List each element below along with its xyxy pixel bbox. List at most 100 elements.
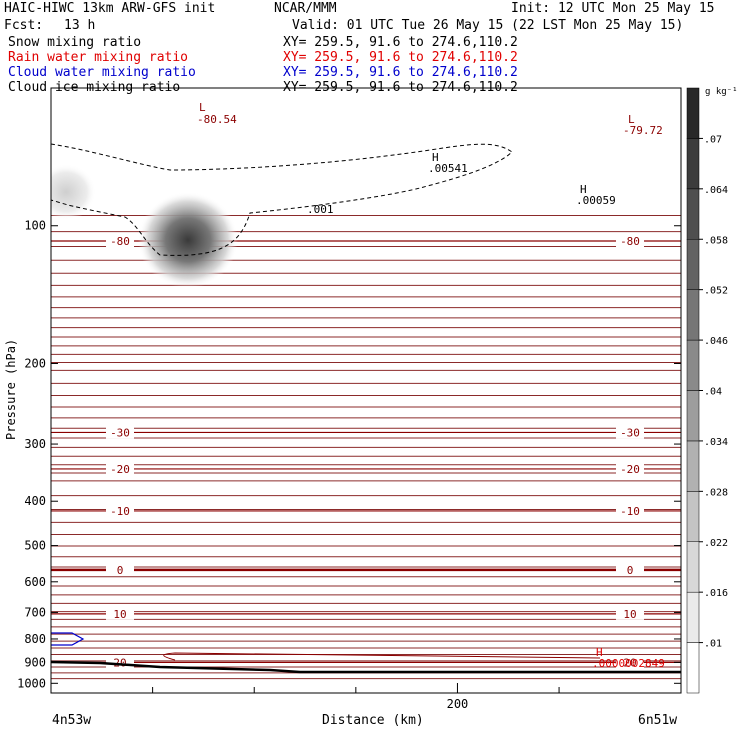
low-value-2: -79.72 (623, 124, 663, 137)
cloud-contour-label: .001 (307, 203, 334, 216)
org-label: NCAR/MMM (274, 1, 337, 16)
y-tick-label: 700 (24, 605, 46, 619)
isotherm-label: -20 (620, 463, 640, 476)
colorbar-segment (686, 591, 700, 643)
y-tick-label: 200 (24, 356, 46, 370)
cloud-contour-001 (50, 143, 513, 256)
field-label-cloud-water: Cloud water mixing ratio (8, 65, 196, 80)
colorbar-tick-label: .022 (704, 538, 728, 549)
colorbar-segment (686, 491, 700, 543)
isotherm-label: -30 (110, 426, 130, 439)
isotherm-label-bg (616, 656, 644, 669)
colorbar-tick-label: .064 (704, 185, 728, 196)
isotherm-label: -80 (110, 235, 130, 248)
y-tick-label: 800 (24, 632, 46, 646)
y-tick-label: 600 (24, 575, 46, 589)
isotherm-label: -10 (620, 505, 640, 518)
plot-frame (50, 87, 682, 694)
colorbar-tick-label: .046 (704, 336, 728, 347)
colorbar-tick-label: .04 (704, 387, 722, 398)
high-value-1: .00541 (428, 162, 468, 175)
colorbar-tick-label: .052 (704, 286, 728, 297)
field-xy-snow: XY= 259.5, 91.6 to 274.6,110.2 (283, 35, 518, 50)
y-tick-label: 1000 (17, 676, 46, 690)
low-marker-2: L (628, 113, 635, 126)
x-right-endpoint: 6n51w (638, 713, 677, 728)
colorbar-segment (686, 390, 700, 442)
isotherm-label-bg (616, 462, 644, 475)
isotherm-label: 20 (113, 656, 126, 669)
high-value-2: .00059 (576, 194, 616, 207)
isotherm-label: -80 (620, 235, 640, 248)
x-axis-label: Distance (km) (322, 713, 424, 728)
isotherm-label-bg (616, 504, 644, 517)
colorbar: .01 .016 .022 .028 .034 .04 .046 .052 .058 .064 .0… (686, 87, 728, 694)
isotherm-label-bg (616, 235, 644, 248)
isotherm-label-bg (106, 504, 134, 517)
snow-maximum-core (138, 192, 238, 288)
cloud-water-marker (51, 632, 85, 646)
colorbar-segment (686, 642, 700, 694)
colorbar-segment (686, 440, 700, 492)
isotherm-label-bg (106, 426, 134, 439)
colorbar-unit: g kg⁻¹ (705, 87, 738, 97)
high-marker-1: H (432, 151, 439, 164)
isotherm-label: -20 (110, 463, 130, 476)
isotherm-label-bg (106, 563, 134, 576)
colorbar-tick-label: .016 (704, 588, 728, 599)
low-marker-1: L (199, 101, 206, 114)
isotherm-label: 10 (623, 608, 636, 621)
isotherm-label-bg (106, 235, 134, 248)
field-xy-rain: XY= 259.5, 91.6 to 274.6,110.2 (283, 50, 518, 65)
isotherm-label-bg (106, 462, 134, 475)
colorbar-tick-label: .07 (704, 134, 722, 145)
isotherm-label-bg (616, 607, 644, 620)
colorbar-segment (686, 87, 700, 139)
colorbar-segment (686, 339, 700, 391)
y-tick-label: 400 (24, 494, 46, 508)
high-marker-2: H (580, 183, 587, 196)
high-value-3: .0000002849 (592, 657, 665, 670)
rain-high-contour (163, 652, 601, 661)
isotherm-label-bg (616, 426, 644, 439)
forecast-label: Fcst: (4, 18, 44, 33)
isotherm-label: 20 (623, 656, 636, 669)
low-value-1: -80.54 (197, 113, 237, 126)
colorbar-tick-label: .034 (704, 437, 728, 448)
colorbar-segment (686, 239, 700, 290)
isotherm-label-bg (616, 563, 644, 576)
model-title: HAIC-HIWC 13km ARW-GFS init (4, 1, 216, 16)
field-label-snow: Snow mixing ratio (8, 35, 142, 50)
colorbar-tick-label: .028 (704, 487, 728, 498)
snow-shading (51, 164, 238, 288)
y-tick-label: 900 (24, 655, 46, 669)
y-tick-label: 300 (24, 437, 46, 451)
x-left-endpoint: 4n53w (52, 713, 91, 728)
valid-time: Valid: 01 UTC Tue 26 May 15 (22 LST Mon … (292, 18, 684, 33)
field-xy-cloud-water: XY= 259.5, 91.6 to 274.6,110.2 (283, 65, 518, 80)
field-label-rain: Rain water mixing ratio (8, 50, 189, 65)
isotherm-label-bg (106, 607, 134, 620)
init-time: Init: 12 UTC Mon 25 May 15 (511, 1, 715, 16)
colorbar-segment (686, 138, 700, 190)
snow-maximum-faint (51, 164, 96, 220)
y-tick-label: 100 (24, 219, 46, 233)
colorbar-segment (686, 289, 700, 341)
isotherm-label: 0 (117, 564, 124, 577)
forecast-hour: 13 h (64, 18, 96, 33)
isotherm-label: 0 (627, 564, 634, 577)
isotherm-label: -10 (110, 505, 130, 518)
terrain-line (50, 660, 681, 674)
y-tick-label: 500 (24, 539, 46, 553)
colorbar-segment (686, 188, 700, 240)
high-marker-3: H (596, 646, 603, 659)
colorbar-segment (686, 541, 700, 593)
colorbar-tick-label: .058 (704, 235, 728, 246)
isotherm-label: 10 (113, 608, 126, 621)
colorbar-tick-label: .01 (704, 639, 722, 650)
isotherm-label: -30 (620, 426, 640, 439)
x-tick-label: 200 (447, 697, 469, 711)
isotherm-lines: -80 -80 -30 -30 -20 -20 -10 -10 0 0 10 10 20 20 (51, 215, 681, 680)
